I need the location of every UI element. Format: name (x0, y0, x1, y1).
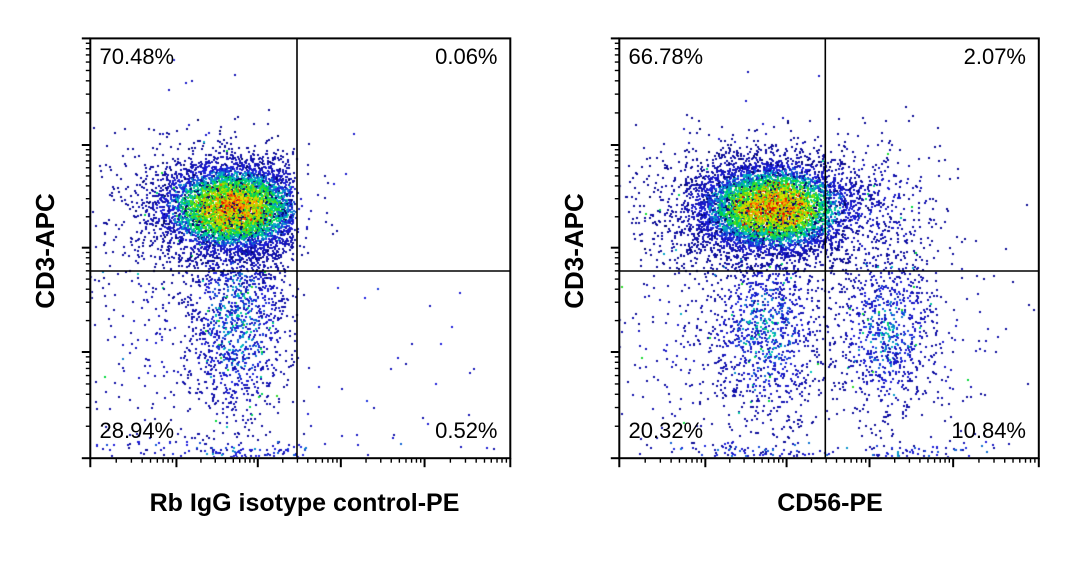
svg-text:66.78%: 66.78% (629, 44, 704, 69)
svg-text:0.06%: 0.06% (435, 44, 497, 69)
svg-text:0.52%: 0.52% (435, 418, 497, 443)
svg-text:10.84%: 10.84% (951, 418, 1026, 443)
svg-text:Rb IgG isotype control-PE: Rb IgG isotype control-PE (150, 489, 460, 517)
svg-text:CD56-PE: CD56-PE (777, 489, 883, 517)
svg-text:20.32%: 20.32% (629, 418, 704, 443)
svg-text:28.94%: 28.94% (100, 418, 175, 443)
svg-text:CD3-APC: CD3-APC (559, 193, 589, 309)
svg-text:70.48%: 70.48% (100, 44, 175, 69)
svg-text:2.07%: 2.07% (964, 44, 1026, 69)
svg-text:CD3-APC: CD3-APC (30, 193, 60, 309)
